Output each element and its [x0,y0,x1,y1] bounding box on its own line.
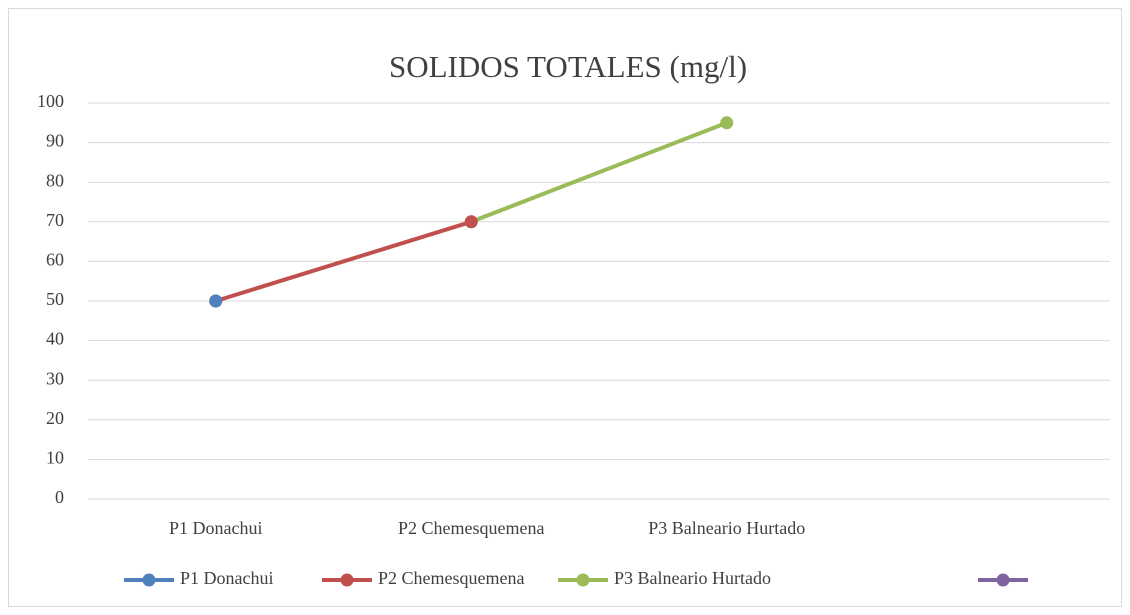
legend-label: P3 Balneario Hurtado [614,568,771,588]
y-tick-label: 80 [46,170,64,190]
legend-marker [142,573,156,587]
chart-title: SOLIDOS TOTALES (mg/l) [389,49,747,84]
data-point [209,294,223,308]
legend-marker [576,573,590,587]
y-tick-label: 0 [55,487,64,507]
y-tick-label: 50 [46,289,64,309]
legend-marker [996,573,1010,587]
y-tick-label: 40 [46,329,64,349]
y-tick-label: 100 [37,91,64,111]
legend-label: P1 Donachui [180,568,274,588]
y-tick-label: 10 [46,448,64,468]
y-tick-label: 70 [46,210,64,230]
legend-label: P2 Chemesquemena [378,568,524,588]
data-point [720,116,734,130]
y-tick-label: 20 [46,408,64,428]
y-tick-label: 60 [46,250,64,270]
data-point [464,215,478,229]
y-tick-label: 90 [46,131,64,151]
series-line [213,219,474,303]
chart-border [8,8,1122,607]
y-tick-label: 30 [46,368,64,388]
x-tick-label: P3 Balneario Hurtado [648,518,805,538]
x-tick-label: P1 Donachui [169,518,263,538]
series-line [469,120,729,224]
legend-marker [340,573,354,587]
x-tick-label: P2 Chemesquemena [398,518,544,538]
